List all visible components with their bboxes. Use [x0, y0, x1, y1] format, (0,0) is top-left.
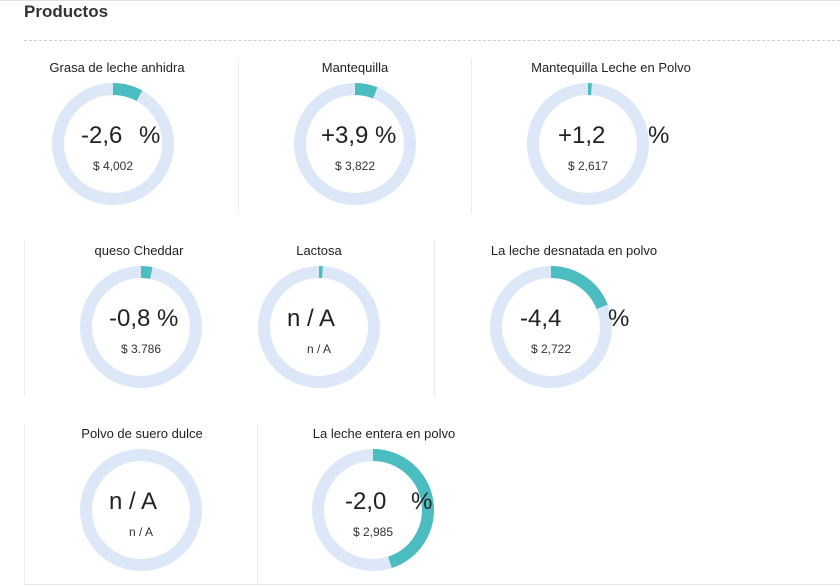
- product-name: Polvo de suero dulce: [81, 426, 203, 441]
- product-name: La leche entera en polvo: [312, 426, 456, 441]
- column-divider: [238, 58, 239, 214]
- product-card[interactable]: Grasa de leche anhidra -2,6 % $ 4,002: [45, 60, 189, 220]
- price-value: $ 3.786: [120, 342, 162, 356]
- price-value: $ 2,617: [567, 159, 609, 173]
- percent-sign: %: [375, 122, 397, 149]
- product-card[interactable]: Polvo de suero dulce n / A n / A: [70, 426, 214, 586]
- change-gauge: -2,6 % $ 4,002: [51, 82, 175, 206]
- section-title: Productos: [24, 2, 109, 21]
- gauge-progress-arc: [354, 83, 378, 99]
- top-border: [0, 0, 840, 1]
- product-card[interactable]: La leche entera en polvo -2,0 % $ 2,985: [304, 426, 464, 584]
- gauge-progress-arc: [550, 266, 608, 310]
- percent-sign: %: [157, 305, 179, 332]
- section-divider: [24, 40, 840, 41]
- bottom-border: [24, 584, 840, 585]
- product-name: queso Cheddar: [94, 243, 184, 258]
- column-divider: [471, 58, 472, 214]
- column-divider: [434, 240, 435, 396]
- product-name: Lactosa: [296, 243, 342, 258]
- product-card[interactable]: Mantequilla Leche en Polvo +1,2 % $ 2,61…: [521, 60, 701, 220]
- product-card[interactable]: La leche desnatada en polvo -4,4 % $ 2,7…: [484, 243, 664, 403]
- gauge-progress-arc: [140, 266, 153, 279]
- product-name: Mantequilla: [321, 60, 389, 75]
- change-value: -0,8: [109, 305, 151, 332]
- percent-sign: %: [139, 122, 161, 149]
- change-gauge: -0,8 % $ 3.786: [79, 265, 203, 389]
- price-value: n / A: [128, 525, 154, 539]
- change-value: -2,6: [81, 122, 123, 149]
- change-gauge: +3,9 % $ 3,822: [293, 82, 417, 206]
- price-value: $ 4,002: [92, 159, 134, 173]
- change-gauge: n / A n / A: [79, 448, 203, 572]
- change-value: n / A: [287, 305, 336, 332]
- percent-sign: %: [608, 305, 630, 332]
- column-divider: [24, 424, 25, 584]
- product-name: La leche desnatada en polvo: [490, 243, 658, 258]
- gauge-progress-arc: [372, 449, 434, 569]
- change-value: +3,9: [321, 122, 369, 149]
- change-value: n / A: [109, 488, 158, 515]
- product-name: Mantequilla Leche en Polvo: [531, 60, 691, 75]
- change-gauge: +1,2 % $ 2,617: [526, 82, 669, 206]
- product-card[interactable]: Mantequilla +3,9 % $ 3,822: [283, 60, 427, 220]
- percent-sign: %: [411, 488, 433, 515]
- gauge-track: [80, 449, 202, 571]
- product-card[interactable]: Lactosa n / A n / A: [257, 243, 381, 403]
- price-value: $ 2,722: [530, 342, 572, 356]
- change-gauge: -4,4 % $ 2,722: [489, 265, 629, 389]
- change-gauge: n / A n / A: [257, 265, 381, 389]
- change-value: -4,4: [520, 305, 562, 332]
- change-value: +1,2: [558, 122, 606, 149]
- change-gauge: -2,0 % $ 2,985: [311, 448, 435, 572]
- product-name: Grasa de leche anhidra: [49, 60, 185, 75]
- product-card[interactable]: queso Cheddar -0,8 % $ 3.786: [64, 243, 214, 403]
- price-value: $ 2,985: [352, 525, 394, 539]
- percent-sign: %: [648, 122, 670, 149]
- column-divider: [24, 240, 25, 396]
- price-value: n / A: [306, 342, 332, 356]
- price-value: $ 3,822: [334, 159, 376, 173]
- column-divider: [257, 424, 258, 584]
- gauge-progress-arc: [112, 83, 143, 102]
- change-value: -2,0: [345, 488, 387, 515]
